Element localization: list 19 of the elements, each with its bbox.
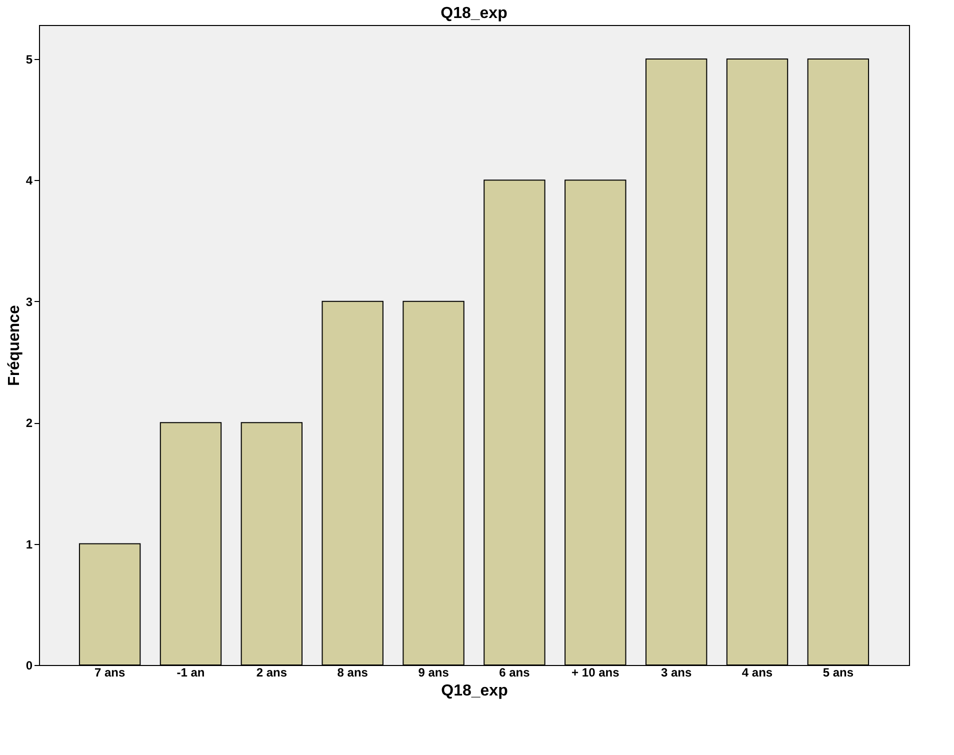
x-tick-label: 4 ans (742, 666, 773, 680)
y-axis-title: Fréquence (6, 304, 23, 386)
x-tick-label: 5 ans (822, 666, 854, 680)
x-tick-label: 8 ans (337, 666, 368, 680)
y-tick-label: 3 (26, 294, 33, 309)
x-tick-label: 6 ans (499, 666, 530, 680)
y-tick-label: 4 (26, 174, 33, 188)
y-tick-label: 2 (26, 416, 33, 430)
x-tick-label: -1 an (176, 666, 205, 680)
x-tick-label: + 10 ans (572, 666, 620, 680)
x-axis-title: Q18_exp (441, 682, 508, 700)
y-tick-label: 5 (26, 52, 33, 66)
x-tick-label: 9 ans (418, 666, 450, 680)
x-tick-label: 3 ans (660, 666, 692, 680)
y-tick-label: 0 (26, 658, 33, 672)
chart-title: Q18_exp (440, 5, 508, 22)
y-tick-label: 1 (26, 537, 33, 552)
x-tick-label: 7 ans (94, 666, 126, 680)
x-tick-label: 2 ans (256, 666, 288, 680)
